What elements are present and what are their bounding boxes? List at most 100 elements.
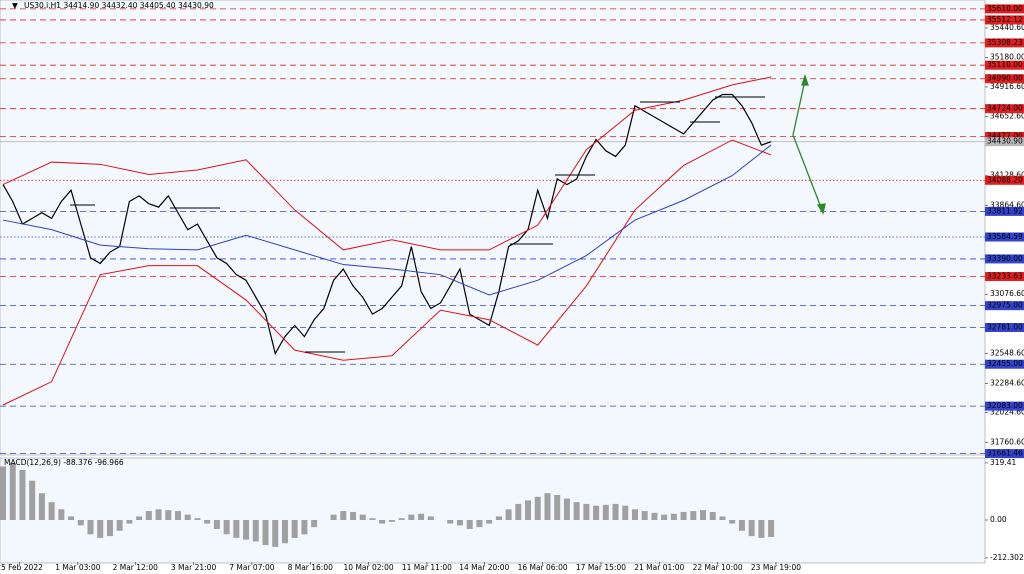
histogram-bar [136,516,143,521]
histogram-bar [379,520,386,524]
histogram-bar [301,520,308,535]
histogram-bar [525,500,532,521]
price-panel [0,0,986,456]
histogram-bar [194,518,201,521]
level-label: 35512.12 [987,15,1023,24]
histogram-bar [486,520,493,524]
histogram-bar [175,511,182,521]
histogram-bar [602,504,609,521]
histogram-bar [398,518,405,521]
level-box [985,206,1024,216]
histogram-bar [709,511,716,521]
level-box [985,132,1024,141]
y-tick-label: 34916.60 [990,82,1024,91]
histogram-bar [165,510,172,521]
histogram-bar [641,511,648,521]
level-box [985,359,1024,369]
chart-header: US30.i,H1 34414.90 34432.40 34405.40 344… [24,1,214,10]
trend-segments [70,96,765,353]
level-box [985,254,1024,264]
header-marker: ▼ [12,1,18,10]
histogram-bar [534,496,541,521]
histogram-bar [262,520,269,546]
arrow-head [801,73,809,86]
histogram-bar [622,505,629,521]
histogram-bar [670,513,677,521]
x-tick-label: 16 Mar 06:00 [518,563,568,572]
level-box [985,38,1024,48]
histogram-bar [573,502,580,521]
histogram-bar [106,520,113,537]
histogram-bar [58,509,65,521]
histogram-bar [126,520,133,524]
x-tick-label: 22 Mar 10:00 [693,563,743,572]
histogram-bar [272,520,279,547]
histogram-bar [563,498,570,521]
level-box [985,74,1024,84]
y-tick-label: 34652.60 [990,112,1024,121]
histogram-bar [768,520,775,537]
histogram-bar [515,503,522,521]
forecast-arrows [792,73,826,215]
histogram-bar [758,520,765,538]
x-tick-label: 7 Mar 07:00 [229,563,275,572]
level-label: 34990.00 [987,74,1023,83]
x-tick-label: 1 Mar 03:00 [55,563,101,572]
histogram-bar [738,520,745,531]
x-tick-label: 2 Mar 12:00 [113,563,159,572]
y-tick-label: 32548.60 [990,349,1024,358]
indicator-line [2,144,772,296]
histogram-bar [447,520,454,524]
histogram-bar [700,510,707,521]
histogram-bar [204,520,211,524]
y-tick-label: 33076.60 [990,289,1024,298]
y-tick-label: 35180.00 [990,52,1024,61]
level-label: 33584.59 [987,232,1023,241]
x-tick-label: 17 Mar 15:00 [576,563,626,572]
histogram-bar [388,520,395,522]
level-label: 32083.00 [987,401,1023,410]
level-label: 32781.00 [987,323,1023,332]
histogram-bar [0,466,6,521]
histogram-bar [690,511,697,521]
level-label: 33390.00 [987,254,1023,263]
histogram-bar [9,462,16,521]
price-line [2,93,772,356]
histogram-bar [311,520,318,528]
histogram-bar [19,469,26,521]
histogram-bar [554,494,561,521]
x-tick-label: 8 Mar 16:00 [288,563,334,572]
histogram-bar [456,520,463,526]
level-box [985,4,1024,14]
histogram-bar [612,503,619,521]
histogram-bar [544,493,551,521]
histogram-bar [184,514,191,521]
histogram-bar [427,516,434,521]
histogram-bar [243,520,250,540]
histogram-bar [116,520,123,531]
level-label: 32975.00 [987,301,1023,310]
x-tick-label: 11 Mar 11:00 [402,563,452,572]
indicator-line [2,139,772,406]
histogram-bar [350,511,357,521]
histogram-bar [48,502,55,521]
level-box [985,272,1024,282]
histogram-bar [281,520,288,544]
histogram-bar [680,511,687,521]
histogram-bar [661,514,668,521]
histogram-bar [466,520,473,529]
indicator-line [2,76,772,251]
level-box [985,401,1024,411]
x-tick-label: 25 Feb 2022 [0,563,43,572]
arrow-down [792,134,823,211]
histogram-bar [145,511,152,521]
level-box [985,137,1024,147]
level-box [985,449,1024,459]
histogram-bar [748,520,755,537]
x-tick-label: 21 Mar 01:00 [634,563,684,572]
histogram-bar [369,518,376,521]
histogram-bar [418,513,425,521]
level-label: 34088.20 [987,175,1023,184]
level-label: 35308.23 [987,38,1023,47]
